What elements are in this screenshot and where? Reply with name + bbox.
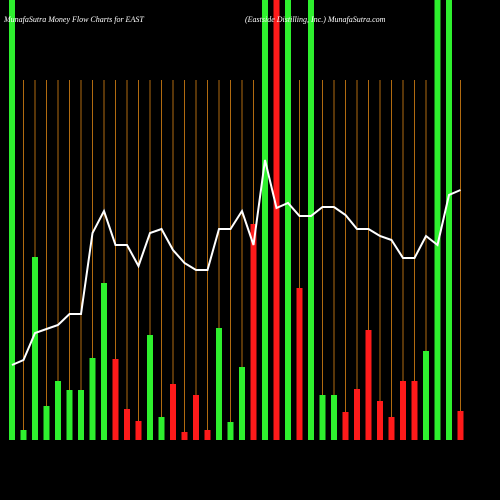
bar <box>227 422 234 440</box>
bar <box>181 432 188 440</box>
bar <box>411 381 418 440</box>
bar <box>66 390 73 440</box>
bar <box>365 330 372 440</box>
bar <box>331 395 337 440</box>
bar <box>457 411 464 440</box>
bar <box>446 0 452 440</box>
bar <box>158 417 165 440</box>
bar <box>377 401 383 440</box>
bar <box>20 430 27 440</box>
bar <box>170 384 176 440</box>
chart-title: MunafaSutra Money Flow Charts for EAST <box>3 15 144 24</box>
bar <box>89 358 96 440</box>
bar <box>434 0 441 440</box>
bar <box>216 328 222 440</box>
bar <box>32 257 38 440</box>
bar <box>124 409 130 440</box>
bar <box>354 389 360 440</box>
bar <box>9 0 15 440</box>
money-flow-line <box>11 159 461 366</box>
line-layer <box>11 159 461 366</box>
bar <box>55 381 61 440</box>
bar <box>193 395 199 440</box>
bar <box>250 224 257 440</box>
bar <box>388 417 395 440</box>
bar <box>78 390 84 440</box>
bar <box>285 0 291 440</box>
bar <box>112 359 119 440</box>
chart-subtitle: (Eastside Distilling, Inc.) MunafaSutra.… <box>245 15 386 24</box>
bar <box>308 0 314 440</box>
bar <box>319 395 326 440</box>
bar <box>101 283 107 440</box>
bar <box>423 351 429 440</box>
bar <box>239 367 245 440</box>
bar <box>296 288 303 440</box>
bar <box>147 335 153 440</box>
bar <box>204 430 211 440</box>
bar <box>135 421 142 440</box>
bar <box>262 0 268 440</box>
bar <box>273 0 280 440</box>
bar <box>400 381 406 440</box>
bars <box>9 0 464 440</box>
bar <box>342 412 349 440</box>
bar <box>43 406 50 440</box>
